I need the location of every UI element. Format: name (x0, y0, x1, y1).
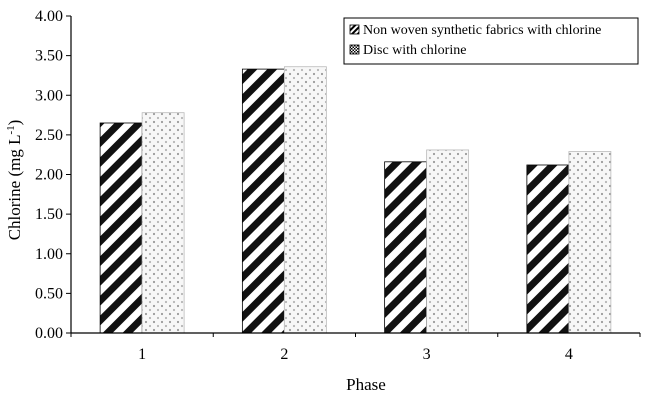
y-axis-title: Chlorine (mg L-1) (5, 120, 24, 241)
bar-series-2-phase-3 (426, 149, 470, 334)
y-tick-label: 4.00 (35, 8, 63, 25)
y-axis-title-close: ) (5, 120, 24, 126)
y-tick-label: 0.50 (35, 285, 63, 302)
y-axis-ticks (66, 15, 71, 334)
x-tick-label: 2 (280, 346, 288, 363)
y-tick-label: 1.50 (35, 206, 63, 223)
bar-series-1-phase-3 (384, 161, 428, 334)
bar-series-2-phase-1 (141, 112, 185, 334)
y-tick-label: 3.50 (35, 48, 63, 65)
bar-series-2-phase-2 (283, 66, 327, 334)
y-tick-label: 1.00 (35, 246, 63, 263)
y-tick-label: 2.00 (35, 167, 63, 184)
x-axis-title: Phase (346, 375, 386, 394)
legend: Non woven synthetic fabrics with chlorin… (343, 17, 639, 65)
bar-series-1-phase-2 (241, 68, 285, 334)
bar-series-1-phase-4 (526, 164, 570, 334)
y-axis-title-main: Chlorine (mg L (5, 135, 24, 241)
y-tick-label: 2.50 (35, 127, 63, 144)
bar-series-2-phase-4 (568, 151, 612, 334)
legend-swatch-series-2 (349, 44, 360, 55)
legend-box (343, 17, 639, 65)
bars-group (99, 66, 612, 334)
legend-swatch-series-1 (349, 24, 360, 35)
legend-label-series-1: Non woven synthetic fabrics with chlorin… (363, 23, 601, 38)
y-axis-title-superscript: -1 (5, 125, 17, 134)
x-tick-label: 4 (565, 346, 573, 363)
x-tick-label: 1 (138, 346, 146, 363)
legend-label-series-2: Disc with chlorine (363, 43, 466, 58)
y-tick-label: 3.00 (35, 87, 63, 104)
y-tick-label: 0.00 (35, 325, 63, 342)
x-tick-label: 3 (423, 346, 431, 363)
bar-series-1-phase-1 (99, 122, 143, 334)
x-axis-ticks (70, 333, 641, 337)
y-axis-tick-labels: 0.00 0.50 1.00 1.50 2.00 2.50 3.00 3.50 4.00 (35, 8, 63, 342)
x-axis-tick-labels: 1 2 3 4 (138, 346, 573, 363)
